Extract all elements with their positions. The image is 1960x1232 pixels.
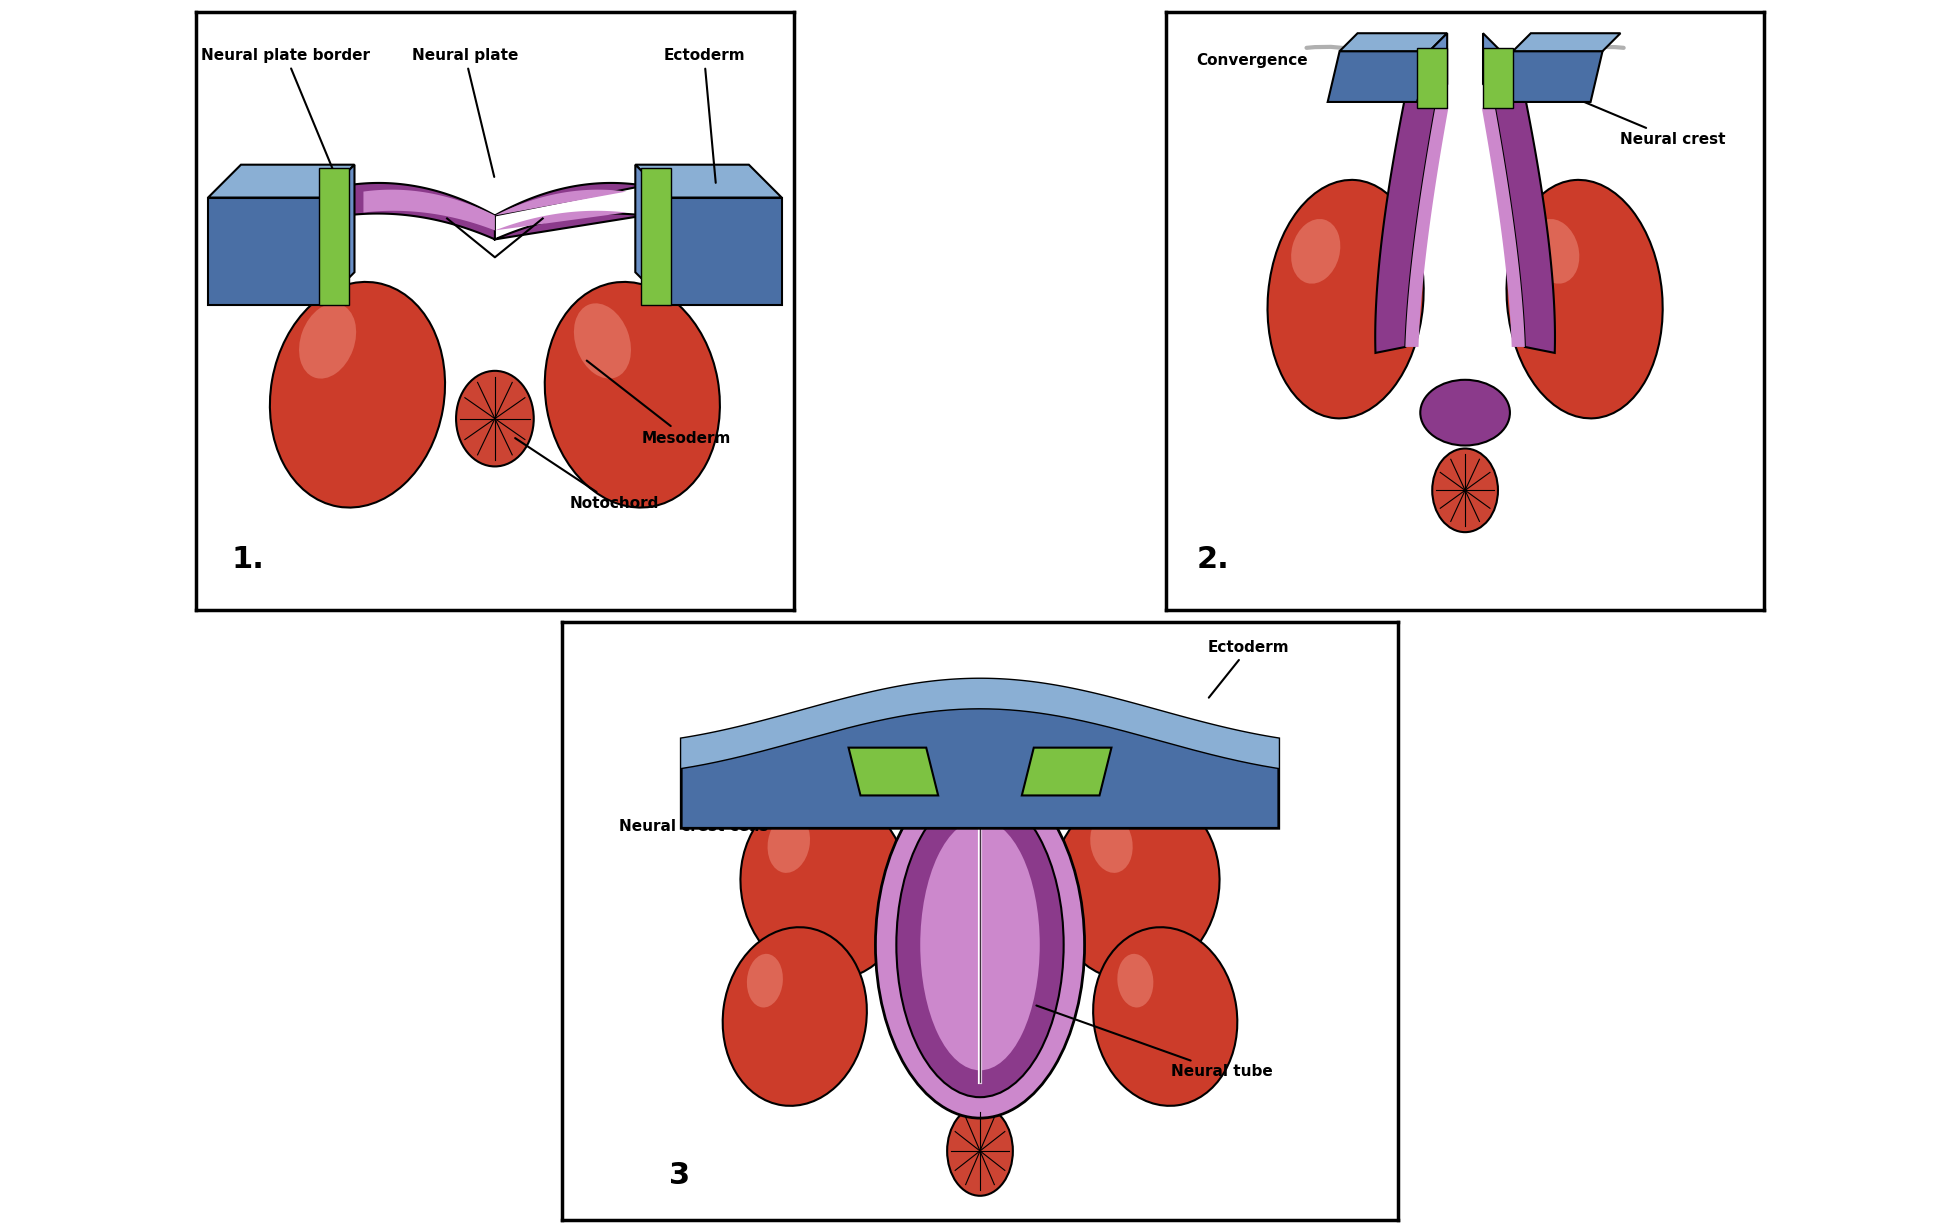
Polygon shape [319,168,349,306]
Ellipse shape [947,1106,1013,1196]
Ellipse shape [1268,180,1423,419]
Text: Convergence: Convergence [1196,53,1307,68]
Polygon shape [1376,96,1435,352]
Text: Neural crest cells: Neural crest cells [619,772,888,834]
Ellipse shape [768,813,809,873]
Polygon shape [1339,33,1446,52]
Ellipse shape [896,792,1064,1098]
Polygon shape [641,168,670,306]
Ellipse shape [1051,790,1219,981]
Polygon shape [668,197,782,306]
Ellipse shape [741,790,909,981]
Polygon shape [635,165,668,306]
Polygon shape [1021,748,1111,796]
Ellipse shape [876,771,1084,1119]
Polygon shape [1501,52,1603,102]
Polygon shape [208,197,321,306]
Polygon shape [321,165,355,306]
Ellipse shape [747,954,782,1008]
Polygon shape [635,165,782,197]
Text: Mesoderm: Mesoderm [586,361,731,446]
Polygon shape [1495,96,1554,352]
Ellipse shape [574,303,631,378]
Polygon shape [1484,48,1513,108]
Ellipse shape [921,819,1039,1071]
Text: Neural crest: Neural crest [1515,73,1727,147]
Polygon shape [849,748,939,796]
Text: 3: 3 [668,1161,690,1190]
Ellipse shape [1421,379,1509,446]
Text: 1.: 1. [231,545,265,574]
Ellipse shape [1117,954,1152,1008]
Ellipse shape [1292,219,1341,283]
Polygon shape [682,679,1278,769]
Text: Neural plate: Neural plate [412,48,517,177]
Ellipse shape [1433,448,1497,532]
Ellipse shape [270,282,445,508]
Polygon shape [345,182,645,239]
Polygon shape [1513,33,1621,52]
Ellipse shape [1090,813,1133,873]
Polygon shape [1327,52,1429,102]
Ellipse shape [300,303,357,378]
Text: Ectoderm: Ectoderm [1207,641,1290,697]
Ellipse shape [1507,180,1662,419]
Text: Neural plate border: Neural plate border [202,48,370,184]
Polygon shape [1482,108,1525,347]
Polygon shape [1417,48,1446,108]
Polygon shape [1417,33,1446,102]
Polygon shape [682,679,1278,828]
Text: Neural tube: Neural tube [1037,1005,1272,1079]
Ellipse shape [545,282,719,508]
Polygon shape [1484,33,1501,102]
Ellipse shape [723,928,866,1106]
Ellipse shape [1094,928,1237,1106]
Text: 2.: 2. [1196,545,1229,574]
Text: Notochord: Notochord [515,439,659,511]
Polygon shape [363,190,627,230]
Polygon shape [1405,108,1448,347]
Text: Ectoderm: Ectoderm [662,48,745,182]
Ellipse shape [457,371,533,467]
Polygon shape [208,165,355,197]
Ellipse shape [1531,219,1580,283]
